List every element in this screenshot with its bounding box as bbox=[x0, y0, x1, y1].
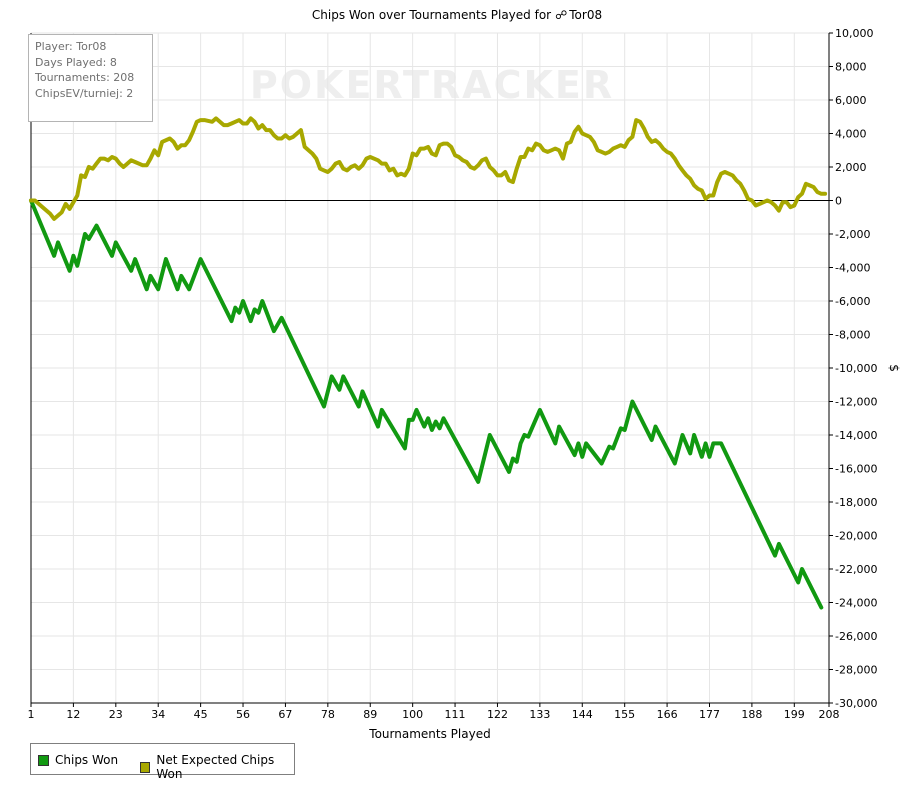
x-tick-label: 122 bbox=[487, 708, 508, 721]
legend-label-chips-won: Chips Won bbox=[55, 753, 119, 767]
x-tick-label: 166 bbox=[657, 708, 678, 721]
legend-label-net-expected: Net Expected Chips Won bbox=[156, 753, 275, 781]
x-tick-label: 155 bbox=[614, 708, 635, 721]
legend: Chips Won Net Expected Chips Won bbox=[30, 743, 295, 781]
x-tick-label: 78 bbox=[321, 708, 335, 721]
stats-chipsev: ChipsEV/turniej: 2 bbox=[35, 86, 134, 100]
series-net-expected-line bbox=[29, 116, 828, 221]
x-axis-title: Tournaments Played bbox=[368, 727, 490, 741]
y-tick-label: -10,000 bbox=[835, 362, 877, 375]
y-tick-label: -16,000 bbox=[835, 463, 877, 476]
x-tick-label: 144 bbox=[572, 708, 593, 721]
x-tick-label: 100 bbox=[402, 708, 423, 721]
y-tick-label: 0 bbox=[835, 195, 842, 208]
stats-player: Player: Tor08 bbox=[35, 40, 107, 53]
chart-title-player: Tor08 bbox=[568, 8, 602, 22]
y-tick-label: -4,000 bbox=[835, 262, 870, 275]
y-tick-label: 6,000 bbox=[835, 94, 867, 107]
x-tick-label: 12 bbox=[66, 708, 80, 721]
x-tick-label: 133 bbox=[529, 708, 550, 721]
legend-item-chips-won[interactable]: Chips Won bbox=[38, 753, 118, 767]
y-axis: 10,000 8,000 6,000 4,000 2,000 0 -2,000 -4,000 -… bbox=[829, 27, 877, 710]
y-tick-label: -2,000 bbox=[835, 228, 870, 241]
x-tick-label: 45 bbox=[194, 708, 208, 721]
y-tick-label: 10,000 bbox=[835, 27, 874, 40]
stats-days-played: Days Played: 8 bbox=[35, 55, 117, 69]
x-tick-label: 208 bbox=[819, 708, 840, 721]
legend-item-net-expected[interactable]: Net Expected Chips Won bbox=[140, 753, 294, 781]
stats-tournaments: Tournaments: 208 bbox=[35, 71, 135, 84]
x-tick-label: 67 bbox=[278, 708, 292, 721]
x-tick-label: 188 bbox=[741, 708, 762, 721]
x-tick-label: 199 bbox=[784, 708, 805, 721]
legend-swatch-chips-won bbox=[38, 754, 49, 766]
y-tick-label: -14,000 bbox=[835, 429, 877, 442]
y-tick-label: -18,000 bbox=[835, 496, 877, 509]
player-icon: ☍ bbox=[555, 8, 567, 22]
x-tick-label: 34 bbox=[151, 708, 165, 721]
y-tick-label: -26,000 bbox=[835, 630, 877, 643]
y-tick-label: -28,000 bbox=[835, 664, 877, 677]
y-tick-label: -20,000 bbox=[835, 530, 877, 543]
chart-title: Chips Won over Tournaments Played for ☍ To… bbox=[312, 8, 602, 22]
chart-title-prefix: Chips Won over Tournaments Played for bbox=[312, 8, 551, 22]
stats-box: Player: Tor08 Days Played: 8 Tournaments… bbox=[28, 34, 153, 122]
y-tick-label: -6,000 bbox=[835, 295, 870, 308]
y-tick-label: -30,000 bbox=[835, 697, 877, 710]
x-tick-label: 111 bbox=[445, 708, 466, 721]
y-tick-label: -22,000 bbox=[835, 563, 877, 576]
series-chips-won-line bbox=[29, 198, 824, 610]
y-tick-label: 2,000 bbox=[835, 161, 867, 174]
x-tick-label: 89 bbox=[363, 708, 377, 721]
x-axis: 1 12 23 34 45 56 67 78 89 100 111 122 133 144 155 166 17… bbox=[28, 703, 840, 721]
x-tick-label: 1 bbox=[28, 708, 35, 721]
series-layer bbox=[29, 116, 828, 610]
grid bbox=[30, 32, 830, 704]
x-tick-label: 177 bbox=[699, 708, 720, 721]
y-tick-label: 4,000 bbox=[835, 128, 867, 141]
y-tick-label: -12,000 bbox=[835, 396, 877, 409]
y-tick-label: 8,000 bbox=[835, 61, 867, 74]
x-tick-label: 23 bbox=[109, 708, 123, 721]
y-tick-label: -24,000 bbox=[835, 597, 877, 610]
y-axis-title: $ bbox=[887, 364, 901, 372]
legend-swatch-net-expected bbox=[140, 761, 151, 773]
y-tick-label: -8,000 bbox=[835, 329, 870, 342]
x-tick-label: 56 bbox=[236, 708, 250, 721]
